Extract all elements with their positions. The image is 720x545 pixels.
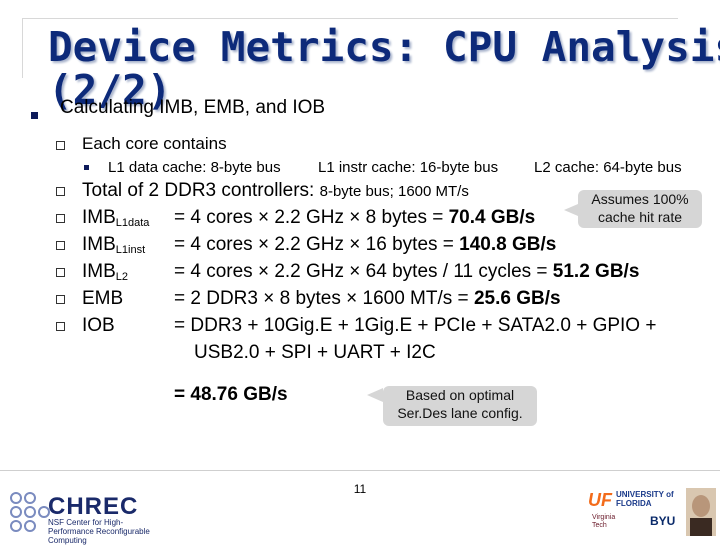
chrec-subtitle: NSF Center for High-Performance Reconfig… [48,518,150,545]
washington-portrait-icon [686,488,716,536]
sub-bullet-icon [56,187,65,196]
title-frame-top [22,18,678,19]
ddr-detail: 8-byte bus; 1600 MT/s [319,183,469,200]
row-emb-expr: = 2 DDR3 × 8 bytes × 1600 MT/s = 25.6 GB… [174,288,561,309]
university-logos: UF UNIVERSITY of FLORIDA Virginia Tech B… [588,488,716,538]
chrec-name: CHREC [48,493,139,520]
chrec-logo [10,492,50,532]
row-imb-l2-expr: = 4 cores × 2.2 GHz × 64 bytes / 11 cycl… [174,261,640,282]
row-iob-expr: = DDR3 + 10Gig.E + 1Gig.E + PCIe + SATA2… [174,315,657,336]
row-iob-total: = 48.76 GB/s [174,384,288,405]
page-number: 11 [353,482,367,496]
vt-logo: Virginia Tech [592,514,616,529]
title-frame-left [22,18,23,78]
core-item-l1-data: L1 data cache: 8-byte bus [108,159,281,176]
sub-bullet-icon [56,214,65,223]
bullet-square-icon [84,165,89,170]
sub-bullet-icon [56,322,65,331]
core-item-l1-instr: L1 instr cache: 16-byte bus [318,159,499,176]
row-imb-l2-name: IMBL2 [82,261,129,283]
bullet-square-icon [31,112,38,119]
row-iob-name: IOB [82,315,115,336]
row-imb-l1data-name: IMBL1data [82,207,150,229]
sub-bullet-icon [56,241,65,250]
row-iob-continuation: USB2.0 + SPI + UART + I2C [194,342,436,363]
core-heading: Each core contains [82,134,227,153]
uf-name: UNIVERSITY of FLORIDA [616,490,674,508]
row-imb-l1data-expr: = 4 cores × 2.2 GHz × 8 bytes = 70.4 GB/… [174,207,536,228]
row-imb-l1inst-expr: = 4 cores × 2.2 GHz × 16 bytes = 140.8 G… [174,234,557,255]
sub-bullet-icon [56,295,65,304]
row-imb-l1inst-name: IMBL1inst [82,234,146,256]
slide-title-line1: Device Metrics: CPU Analysis [48,23,720,71]
slide-title-line2: (2/2) [48,66,172,114]
sub-bullet-icon [56,141,65,150]
callout-serdes: Based on optimal Ser.Des lane config. [367,386,537,426]
uf-logo: UF [588,490,612,510]
main-bullet: Calculating IMB, EMB, and IOB [60,97,326,118]
sub-bullet-icon [56,268,65,277]
ddr-label: Total of 2 DDR3 controllers: [82,180,315,201]
row-emb-name: EMB [82,288,124,309]
callout-cache-hit: Assumes 100% cache hit rate [564,190,702,228]
byu-logo: BYU [650,514,676,528]
ddr-line: Total of 2 DDR3 controllers: 8-byte bus;… [82,180,469,203]
core-item-l2: L2 cache: 64-byte bus [534,159,682,176]
footer-divider [0,470,720,471]
